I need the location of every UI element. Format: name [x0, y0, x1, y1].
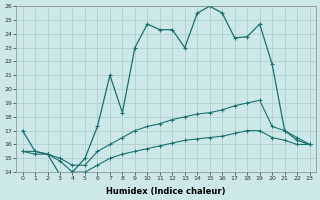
X-axis label: Humidex (Indice chaleur): Humidex (Indice chaleur) — [106, 187, 226, 196]
